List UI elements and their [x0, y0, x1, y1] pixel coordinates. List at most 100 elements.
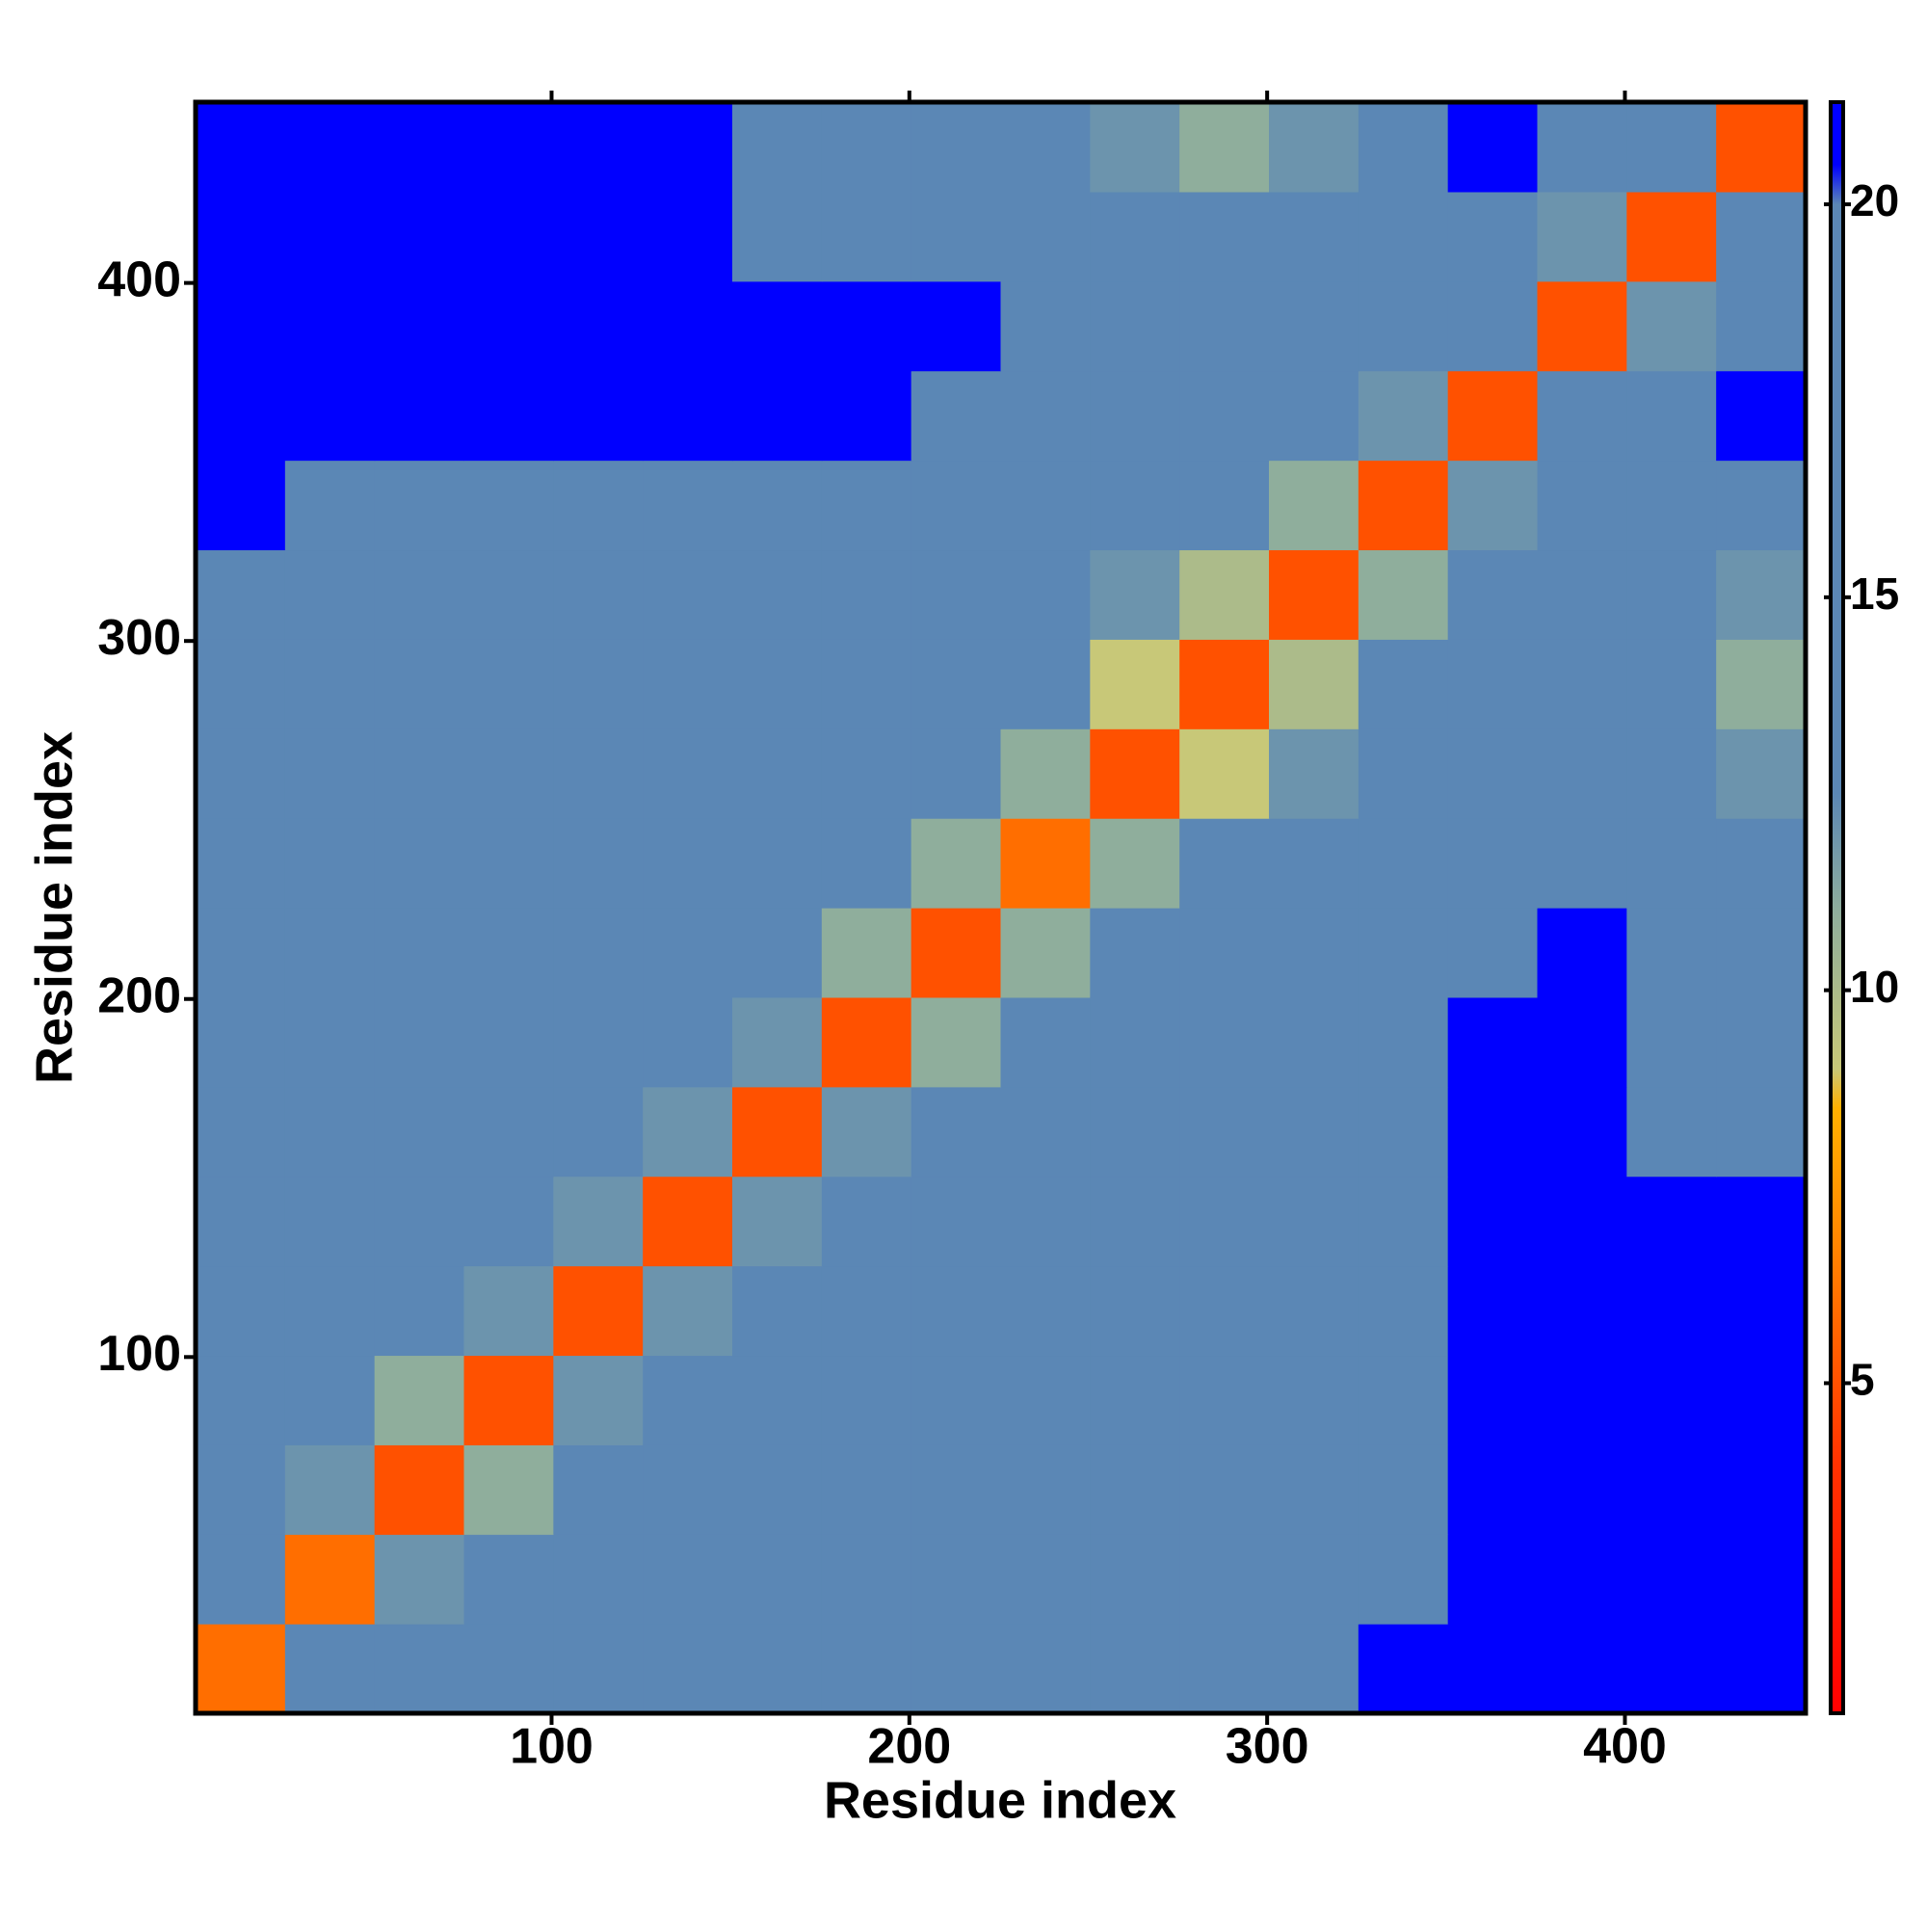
heatmap-cell	[1358, 549, 1449, 640]
heatmap-cell	[1358, 1444, 1449, 1535]
heatmap-cell	[284, 370, 376, 462]
heatmap-cell	[1447, 1176, 1539, 1267]
heatmap-cell	[1626, 1086, 1717, 1178]
heatmap-cell	[284, 1444, 376, 1535]
heatmap-cell	[732, 1534, 823, 1625]
heatmap-cell	[553, 1176, 644, 1267]
heatmap-cell	[1716, 1176, 1807, 1267]
heatmap-cell	[1447, 460, 1539, 551]
heatmap-cell	[196, 818, 286, 909]
heatmap-cell	[463, 370, 554, 462]
heatmap-cell	[732, 639, 823, 729]
heatmap-cell	[1269, 639, 1359, 729]
heatmap-cell	[1358, 1265, 1449, 1357]
heatmap-cell	[284, 460, 376, 551]
heatmap-cell	[1358, 1355, 1449, 1445]
heatmap-cell	[196, 370, 286, 462]
heatmap-cell	[1358, 1176, 1449, 1267]
heatmap-cell	[821, 191, 912, 282]
plot-frame	[193, 99, 1808, 1716]
heatmap-cell	[1090, 549, 1180, 640]
heatmap-cell	[1716, 1534, 1807, 1625]
heatmap-cell	[821, 1086, 912, 1178]
heatmap-cell	[1269, 908, 1359, 998]
heatmap-cell	[196, 549, 286, 640]
heatmap-cell	[911, 460, 1002, 551]
heatmap-cell	[1000, 1265, 1091, 1357]
heatmap-cell	[463, 1086, 554, 1178]
heatmap-cell	[374, 908, 465, 998]
heatmap-cell	[196, 1265, 286, 1357]
heatmap-cell	[1179, 639, 1270, 729]
heatmap-cell	[732, 280, 823, 372]
heatmap-cell	[643, 1265, 733, 1357]
heatmap-cell	[1090, 1624, 1180, 1714]
heatmap-cell	[1447, 1265, 1539, 1357]
heatmap-cell	[821, 102, 912, 193]
heatmap-cell	[732, 1444, 823, 1535]
heatmap-cell	[284, 1624, 376, 1714]
heatmap-cell	[821, 1265, 912, 1357]
heatmap-cell	[1447, 549, 1539, 640]
heatmap-cell	[374, 1086, 465, 1178]
heatmap-cell	[821, 1355, 912, 1445]
x-axis-title: Residue index	[824, 1771, 1176, 1829]
heatmap-cell	[553, 370, 644, 462]
heatmap-cell	[374, 639, 465, 729]
x-tick-label: 100	[510, 1719, 594, 1775]
heatmap-cell	[821, 818, 912, 909]
heatmap-cell	[1537, 1624, 1627, 1714]
y-tick-label: 200	[97, 967, 181, 1023]
heatmap-cell	[821, 996, 912, 1088]
heatmap-cell	[911, 818, 1002, 909]
heatmap-cell	[1537, 1086, 1627, 1178]
heatmap-cell	[374, 1534, 465, 1625]
heatmap-cell	[643, 280, 733, 372]
heatmap-cell	[911, 908, 1002, 998]
heatmap-cell	[1000, 1355, 1091, 1445]
heatmap-cell	[1269, 191, 1359, 282]
heatmap-cell	[1358, 460, 1449, 551]
heatmap-cell	[821, 1534, 912, 1625]
heatmap-cell	[1447, 996, 1539, 1088]
heatmap-cell	[1537, 549, 1627, 640]
heatmap-cell	[1447, 908, 1539, 998]
heatmap-cell	[911, 1265, 1002, 1357]
heatmap-cell	[1447, 280, 1539, 372]
heatmap-cell	[821, 280, 912, 372]
heatmap-cell	[1716, 639, 1807, 729]
heatmap-cell	[1358, 102, 1449, 193]
heatmap-cell	[374, 549, 465, 640]
heatmap-cell	[643, 549, 733, 640]
heatmap-cell	[463, 1355, 554, 1445]
heatmap-cell	[1269, 1534, 1359, 1625]
heatmap-cell	[1000, 1534, 1091, 1625]
heatmap-cell	[1358, 908, 1449, 998]
heatmap-cell	[553, 549, 644, 640]
heatmap-cell	[284, 728, 376, 819]
heatmap-cell	[553, 102, 644, 193]
heatmap-cell	[1626, 370, 1717, 462]
heatmap-cell	[553, 1265, 644, 1357]
heatmap-cell	[196, 728, 286, 819]
heatmap-cell	[1447, 191, 1539, 282]
heatmap-cell	[1716, 280, 1807, 372]
heatmap-cell	[196, 1086, 286, 1178]
heatmap-cell	[1537, 102, 1627, 193]
heatmap-cell	[1537, 1534, 1627, 1625]
heatmap-cell	[1358, 1624, 1449, 1714]
heatmap-cell	[463, 1534, 554, 1625]
heatmap-cell	[1447, 1534, 1539, 1625]
heatmap-cell	[1626, 1624, 1717, 1714]
heatmap-cell	[1000, 639, 1091, 729]
heatmap-cell	[1090, 1265, 1180, 1357]
heatmap-cell	[1269, 1176, 1359, 1267]
heatmap-cell	[1179, 1176, 1270, 1267]
heatmap-cell	[284, 908, 376, 998]
heatmap-cell	[821, 460, 912, 551]
heatmap-cell	[196, 280, 286, 372]
heatmap-cell	[284, 191, 376, 282]
heatmap-cell	[732, 1624, 823, 1714]
heatmap-cell	[1000, 102, 1091, 193]
